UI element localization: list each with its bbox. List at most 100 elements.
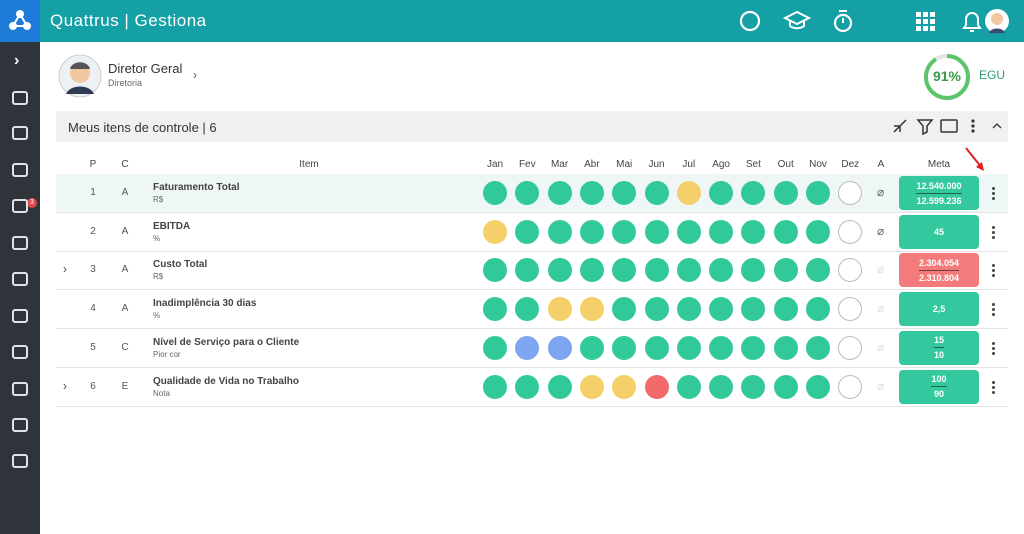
nav-icon[interactable] (12, 199, 28, 213)
status-dot[interactable] (741, 374, 766, 399)
status-dot[interactable] (806, 297, 830, 322)
row-menu[interactable] (992, 185, 996, 202)
status-dot[interactable] (515, 219, 540, 244)
meta-box[interactable]: 2.304.054 2.310.804 (899, 253, 979, 288)
item-name[interactable]: Faturamento Total (153, 182, 240, 193)
status-dot[interactable] (838, 258, 863, 283)
status-dot[interactable] (547, 219, 572, 244)
status-dot[interactable] (709, 181, 734, 205)
item-name[interactable]: Custo Total (153, 259, 208, 271)
item-name[interactable]: Qualidade de Vida no Trabalho (153, 375, 299, 387)
status-dot[interactable] (709, 297, 734, 322)
status-dot[interactable] (612, 258, 637, 283)
status-dot[interactable] (483, 297, 507, 322)
nav-icon[interactable] (12, 91, 28, 105)
meta-box[interactable]: 45 (899, 214, 979, 249)
nav-icon[interactable] (12, 454, 28, 468)
status-dot[interactable] (644, 297, 669, 322)
status-dot[interactable] (773, 181, 798, 205)
expand-sidebar[interactable]: › (14, 52, 20, 69)
row-menu[interactable] (992, 379, 996, 396)
nav-icon[interactable] (12, 418, 28, 432)
meta-box[interactable]: 2,5 (899, 292, 979, 327)
status-dot[interactable] (547, 374, 572, 399)
row-menu[interactable] (992, 262, 996, 279)
status-dot[interactable] (741, 297, 766, 322)
learn-icon[interactable] (782, 10, 812, 30)
status-dot[interactable] (547, 297, 572, 322)
row-menu[interactable] (992, 224, 996, 241)
status-dot[interactable] (773, 374, 798, 399)
status-dot[interactable] (773, 297, 798, 322)
status-dot[interactable] (838, 219, 863, 244)
support-icon[interactable] (739, 10, 761, 32)
status-dot[interactable] (515, 258, 540, 283)
meta-box[interactable]: 100 90 (899, 369, 979, 404)
status-dot[interactable] (838, 335, 863, 360)
status-dot[interactable] (612, 219, 637, 244)
status-dot[interactable] (644, 374, 669, 399)
status-dot[interactable] (806, 219, 830, 244)
status-dot[interactable] (612, 297, 637, 322)
nav-icon[interactable] (12, 309, 28, 323)
status-dot[interactable] (579, 297, 604, 322)
status-dot[interactable] (579, 374, 604, 399)
status-dot[interactable] (709, 335, 734, 360)
status-dot[interactable] (483, 335, 507, 360)
status-dot[interactable] (676, 181, 701, 205)
status-dot[interactable] (806, 258, 830, 283)
meta-box[interactable]: 15 10 (899, 330, 979, 365)
status-dot[interactable] (483, 374, 507, 399)
status-dot[interactable] (515, 374, 540, 399)
status-dot[interactable] (612, 181, 637, 205)
status-dot[interactable] (547, 335, 572, 360)
status-dot[interactable] (741, 181, 766, 205)
expand-row[interactable]: › (63, 378, 67, 393)
notify-icon[interactable] (962, 12, 982, 32)
fold-icon[interactable] (992, 123, 1002, 129)
avatar[interactable] (984, 8, 1010, 34)
status-dot[interactable] (806, 335, 830, 360)
row-menu[interactable] (992, 340, 996, 357)
status-dot[interactable] (644, 335, 669, 360)
expand-row[interactable]: › (63, 262, 67, 277)
logo[interactable] (0, 0, 40, 42)
nav-icon[interactable] (12, 126, 28, 140)
status-dot[interactable] (773, 219, 798, 244)
status-dot[interactable] (709, 258, 734, 283)
status-dot[interactable] (676, 335, 701, 360)
status-dot[interactable] (676, 297, 701, 322)
status-dot[interactable] (806, 181, 830, 205)
attachment[interactable]: ⌀ (877, 223, 885, 238)
status-dot[interactable] (644, 258, 669, 283)
attachment[interactable]: ⌀ (877, 185, 885, 199)
nav-icon[interactable] (12, 382, 28, 396)
status-dot[interactable] (741, 258, 766, 283)
status-dot[interactable] (515, 297, 540, 322)
status-dot[interactable] (838, 374, 863, 399)
user-expand[interactable]: › (193, 68, 197, 82)
status-dot[interactable] (773, 258, 798, 283)
status-dot[interactable] (547, 181, 572, 205)
collapse-icon[interactable] (893, 119, 907, 133)
meta-box[interactable]: 12.540.000 12.599.236 (899, 176, 979, 210)
status-dot[interactable] (676, 258, 701, 283)
status-dot[interactable] (483, 181, 507, 205)
status-dot[interactable] (483, 219, 507, 244)
status-dot[interactable] (579, 219, 604, 244)
status-dot[interactable] (579, 335, 604, 360)
status-dot[interactable] (579, 181, 604, 205)
status-dot[interactable] (741, 335, 766, 360)
nav-icon[interactable] (12, 163, 28, 177)
status-dot[interactable] (547, 258, 572, 283)
status-dot[interactable] (773, 335, 798, 360)
status-dot[interactable] (644, 219, 669, 244)
timer-icon[interactable] (833, 13, 853, 33)
view-icon[interactable] (940, 119, 958, 133)
status-dot[interactable] (806, 374, 830, 399)
status-dot[interactable] (612, 335, 637, 360)
nav-icon[interactable] (12, 236, 28, 250)
status-dot[interactable] (838, 181, 863, 205)
status-dot[interactable] (483, 258, 507, 283)
menu-icon[interactable] (971, 119, 975, 133)
